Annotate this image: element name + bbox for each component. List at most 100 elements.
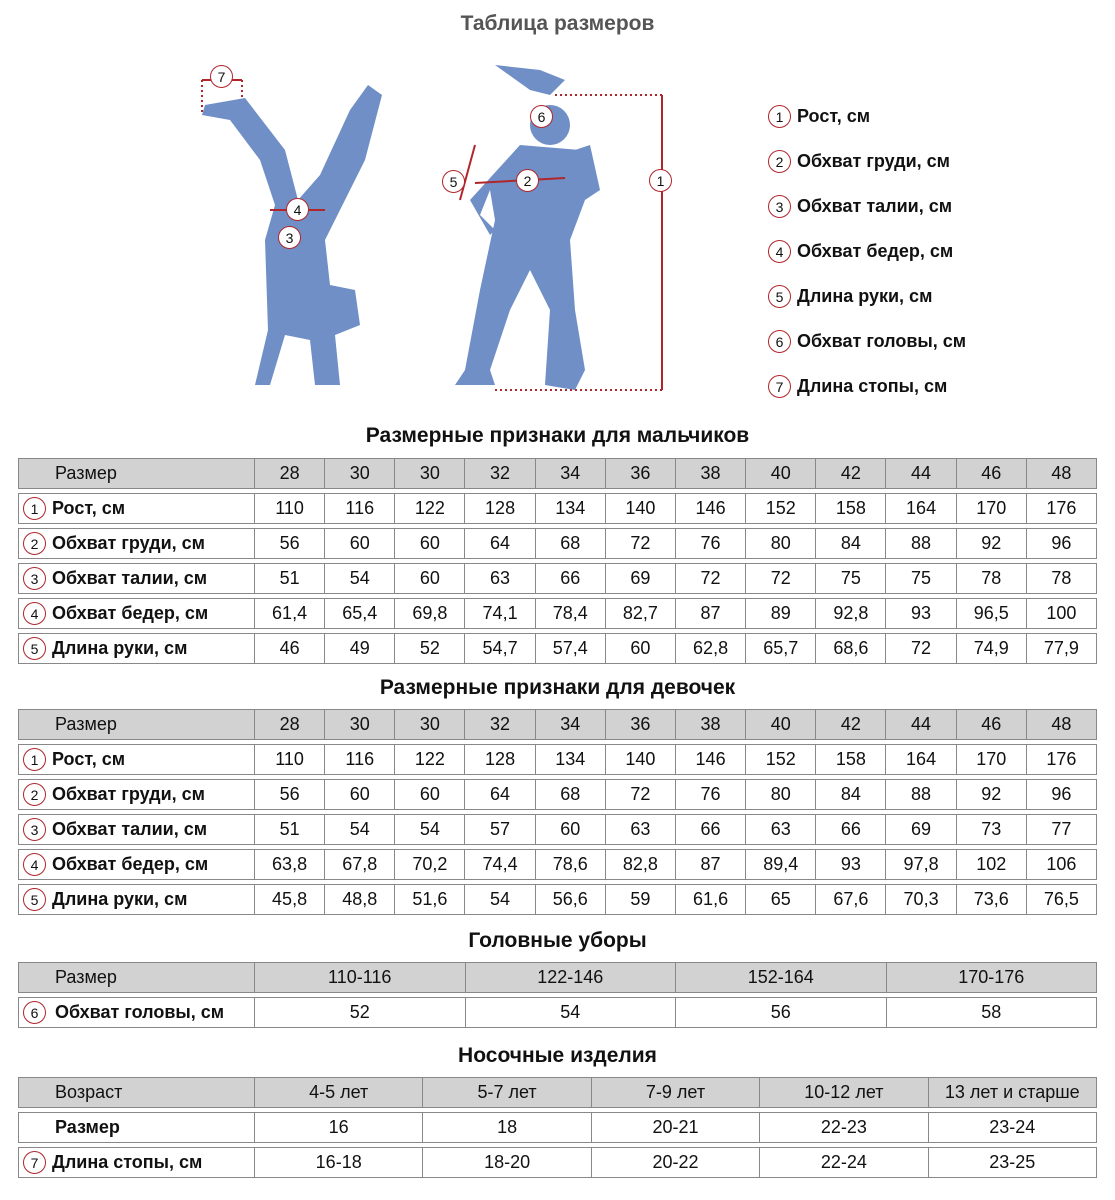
table-cell: 74,4 xyxy=(464,850,534,879)
header-cell: 38 xyxy=(674,710,745,739)
table-cell: 74,1 xyxy=(464,599,534,628)
table-cell: 82,8 xyxy=(604,850,675,879)
table-cell: 60 xyxy=(394,564,464,593)
table-cell: 22-23 xyxy=(759,1113,927,1142)
row-number-badge: 4 xyxy=(23,853,46,876)
table-row: 7 Длина стопы, см 16-18 18-20 20-22 22-24 23-2… xyxy=(18,1147,1097,1178)
legend-label: Длина стопы, см xyxy=(797,376,948,396)
header-cell: 170-176 xyxy=(885,963,1097,992)
table-cell: 60 xyxy=(394,529,464,558)
row-label-cell: 2 Обхват груди, см xyxy=(19,529,254,558)
table-cell: 110 xyxy=(254,745,324,774)
row-label: Обхват груди, см xyxy=(52,533,205,553)
girls-section-title: Размерные признаки для девочек xyxy=(379,676,736,699)
legend-number-badge: 3 xyxy=(768,195,791,218)
table-cell: 51 xyxy=(254,564,324,593)
header-cell: 4-5 лет xyxy=(254,1078,422,1107)
table-cell: 45,8 xyxy=(254,885,324,914)
row-label-cell: 3 Обхват талии, см xyxy=(19,815,254,844)
table-cell: 68,6 xyxy=(815,634,885,663)
header-label: Размер xyxy=(55,967,117,987)
table-cell: 76 xyxy=(674,780,745,809)
row-number-badge: 3 xyxy=(23,567,46,590)
table-cell: 23-24 xyxy=(927,1113,1096,1142)
legend-item: 1 Рост, см xyxy=(768,94,966,139)
table-cell: 66 xyxy=(815,815,885,844)
header-label: Размер xyxy=(55,463,117,483)
row-label-cell: 5 Длина руки, см xyxy=(19,634,254,663)
table-cell: 73,6 xyxy=(955,885,1026,914)
row-number-badge: 6 xyxy=(23,1001,46,1024)
table-cell: 18-20 xyxy=(422,1148,590,1177)
row-number-badge: 1 xyxy=(23,497,46,520)
measurement-badge-3: 3 xyxy=(278,226,301,249)
table-cell: 18 xyxy=(422,1113,590,1142)
table-cell: 96,5 xyxy=(955,599,1026,628)
header-cell: 44 xyxy=(885,710,955,739)
legend-number-badge: 2 xyxy=(768,150,791,173)
socks-table: Возраст 4-5 лет 5-7 лет 7-9 лет 10-12 лет 13 … xyxy=(18,1077,1097,1182)
table-row: 6 Обхват головы, см 52 54 56 58 xyxy=(18,997,1097,1028)
table-cell: 140 xyxy=(604,745,675,774)
table-cell: 23-25 xyxy=(927,1148,1096,1177)
table-cell: 128 xyxy=(464,745,534,774)
table-cell: 122 xyxy=(394,494,464,523)
table-cell: 67,6 xyxy=(815,885,885,914)
table-row: 1 Рост, см 110 116 122 128 134 140 146 152 158 164 1… xyxy=(18,744,1097,775)
measurement-badge-1: 1 xyxy=(649,169,672,192)
measurement-legend: 1 Рост, см 2 Обхват груди, см 3 Обхват талии,… xyxy=(768,94,966,409)
row-label-cell: Размер xyxy=(19,1113,254,1142)
row-label: Обхват бедер, см xyxy=(52,854,209,874)
table-cell: 60 xyxy=(324,780,394,809)
table-cell: 96 xyxy=(1025,780,1096,809)
table-cell: 52 xyxy=(254,998,465,1027)
header-cell: 36 xyxy=(604,710,675,739)
boys-section-title: Размерные признаки для мальчиков xyxy=(365,424,750,447)
header-cell: 28 xyxy=(254,459,324,488)
table-header-row: Размер 28 30 30 32 34 36 38 40 42 44 46 48 xyxy=(18,709,1097,740)
table-cell: 106 xyxy=(1025,850,1096,879)
legend-label: Длина руки, см xyxy=(797,286,933,306)
legend-item: 5 Длина руки, см xyxy=(768,274,966,319)
table-cell: 54 xyxy=(464,885,534,914)
header-cell: 152-164 xyxy=(675,963,886,992)
table-cell: 56 xyxy=(675,998,886,1027)
measurement-badge-4: 4 xyxy=(286,198,309,221)
table-cell: 77,9 xyxy=(1025,634,1096,663)
page-title: Таблица размеров xyxy=(460,12,655,35)
table-header-row: Возраст 4-5 лет 5-7 лет 7-9 лет 10-12 лет 13 … xyxy=(18,1077,1097,1108)
boys-table: Размер 28 30 30 32 34 36 38 40 42 44 46 48 1 Рост, см 1… xyxy=(18,458,1097,668)
legend-number-badge: 4 xyxy=(768,240,791,263)
table-cell: 63,8 xyxy=(254,850,324,879)
table-cell: 66 xyxy=(674,815,745,844)
legend-item: 3 Обхват талии, см xyxy=(768,184,966,229)
table-cell: 82,7 xyxy=(604,599,675,628)
legend-item: 6 Обхват головы, см xyxy=(768,319,966,364)
table-cell: 78,4 xyxy=(534,599,605,628)
table-cell: 152 xyxy=(745,494,815,523)
table-cell: 97,8 xyxy=(885,850,955,879)
table-cell: 92 xyxy=(955,780,1026,809)
table-cell: 84 xyxy=(815,780,885,809)
header-cell: 40 xyxy=(745,710,815,739)
table-cell: 67,8 xyxy=(324,850,394,879)
table-row: 2 Обхват груди, см 56 60 60 64 68 72 76 80 84 88 92 9… xyxy=(18,779,1097,810)
table-cell: 73 xyxy=(955,815,1026,844)
legend-label: Обхват головы, см xyxy=(797,331,967,351)
legend-number-badge: 1 xyxy=(768,105,791,128)
header-cell: 32 xyxy=(464,459,534,488)
table-cell: 78 xyxy=(955,564,1026,593)
table-row: 3 Обхват талии, см 51 54 54 57 60 63 66 63 66 69 73 7… xyxy=(18,814,1097,845)
header-cell: 30 xyxy=(394,459,464,488)
table-cell: 64 xyxy=(464,529,534,558)
table-cell: 80 xyxy=(745,529,815,558)
measurement-badge-2: 2 xyxy=(516,169,539,192)
header-cell: 38 xyxy=(674,459,745,488)
table-cell: 60 xyxy=(534,815,605,844)
table-cell: 54 xyxy=(464,998,676,1027)
row-label: Длина руки, см xyxy=(52,889,188,909)
table-cell: 52 xyxy=(394,634,464,663)
table-cell: 54 xyxy=(394,815,464,844)
table-cell: 60 xyxy=(394,780,464,809)
header-cell: 110-116 xyxy=(254,963,465,992)
